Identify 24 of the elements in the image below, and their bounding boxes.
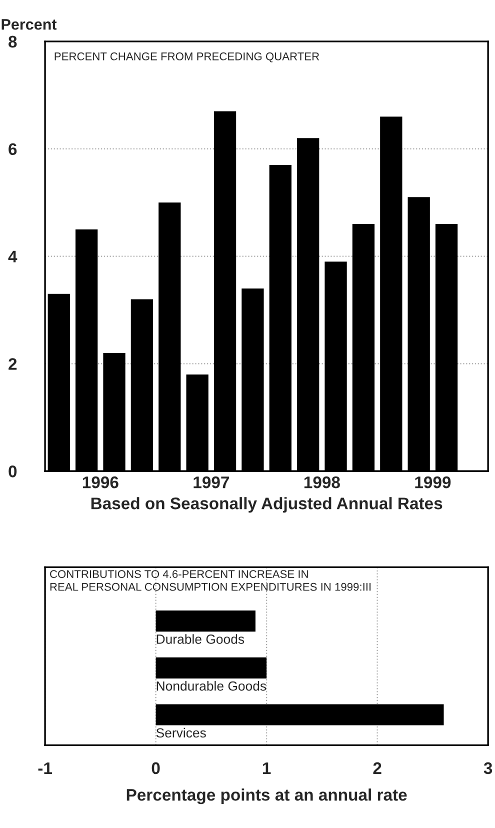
y-tick-label: 6	[8, 143, 17, 156]
y-tick-label: Services	[156, 728, 206, 738]
x-tick-label: -1	[38, 762, 52, 774]
chart-subtitle: CONTRIBUTIONS TO 4.6-PERCENT INCREASE IN REAL PERSONAL CONSUMPTION EXPENDITURES IN 1999:III	[50, 570, 371, 591]
y-axis-title: Percent	[2, 19, 57, 30]
y-tick-label: Durable Goods	[156, 634, 244, 644]
x-tick-label: 1999	[415, 476, 451, 488]
y-tick-label: 4	[8, 250, 18, 262]
y-tick-label: 8	[8, 36, 17, 48]
x-tick-label: 1998	[304, 476, 340, 488]
x-axis-title: Based on Seasonally Adjusted Annual Rates	[91, 497, 442, 513]
x-axis-title: Percentage points at an annual rate	[126, 788, 407, 804]
bar	[156, 610, 256, 632]
text: PERCENT CHANGE FROM PRECEDING QUARTER	[54, 52, 320, 62]
y-tick-label: 0	[8, 466, 17, 478]
y-tick-label: 2	[8, 358, 17, 370]
x-tick-label: 3	[484, 762, 492, 774]
y-tick-label: Nondurable Goods	[156, 681, 266, 691]
bar	[156, 657, 267, 678]
x-tick-label: 2	[373, 762, 382, 774]
x-tick-label: 1997	[194, 476, 229, 488]
bar	[156, 704, 444, 726]
x-tick-label: 1	[262, 762, 271, 774]
x-tick-label: 1996	[82, 476, 118, 488]
